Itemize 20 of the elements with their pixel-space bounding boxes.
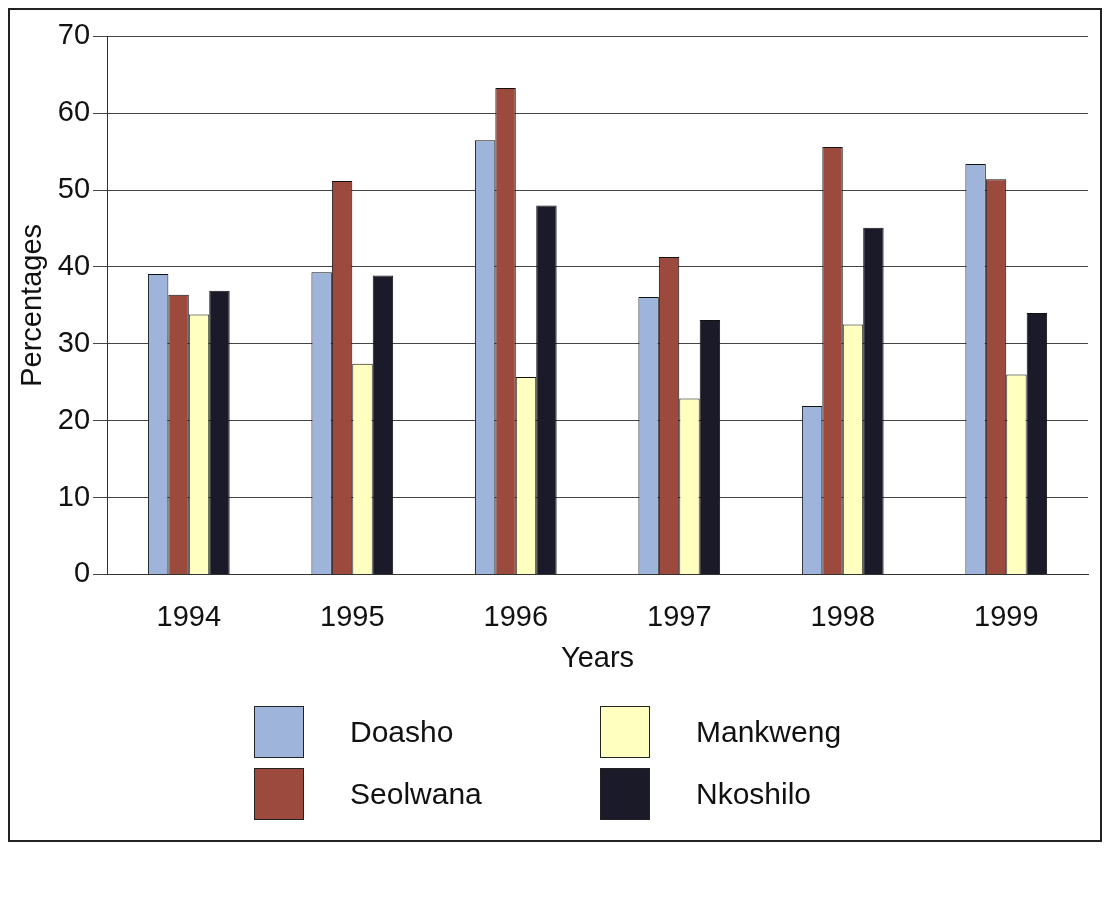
y-tick-label: 70 bbox=[57, 18, 91, 51]
x-tick-label: 1994 bbox=[156, 599, 222, 632]
x-axis-title: Years bbox=[560, 640, 635, 673]
legend-label: Doasho bbox=[350, 715, 455, 749]
x-tick-label: 1996 bbox=[483, 599, 549, 632]
x-tick-label: 1995 bbox=[320, 599, 385, 632]
y-axis-title: Percentages bbox=[15, 223, 48, 387]
y-tick-label: 0 bbox=[73, 556, 91, 589]
x-tick-label: 1997 bbox=[647, 599, 712, 632]
legend-label: Mankweng bbox=[696, 715, 843, 749]
x-tick-label: 1998 bbox=[810, 599, 876, 632]
y-tick-label: 60 bbox=[57, 95, 91, 128]
x-tick-label: 1999 bbox=[974, 599, 1039, 632]
legend-label: Nkoshilo bbox=[696, 777, 813, 811]
legend-label: Seolwana bbox=[350, 777, 483, 811]
y-tick-label: 40 bbox=[57, 248, 91, 281]
y-tick-label: 50 bbox=[57, 172, 91, 205]
y-tick-label: 10 bbox=[57, 479, 91, 512]
y-tick-label: 30 bbox=[57, 325, 91, 358]
y-tick-label: 20 bbox=[57, 402, 91, 435]
